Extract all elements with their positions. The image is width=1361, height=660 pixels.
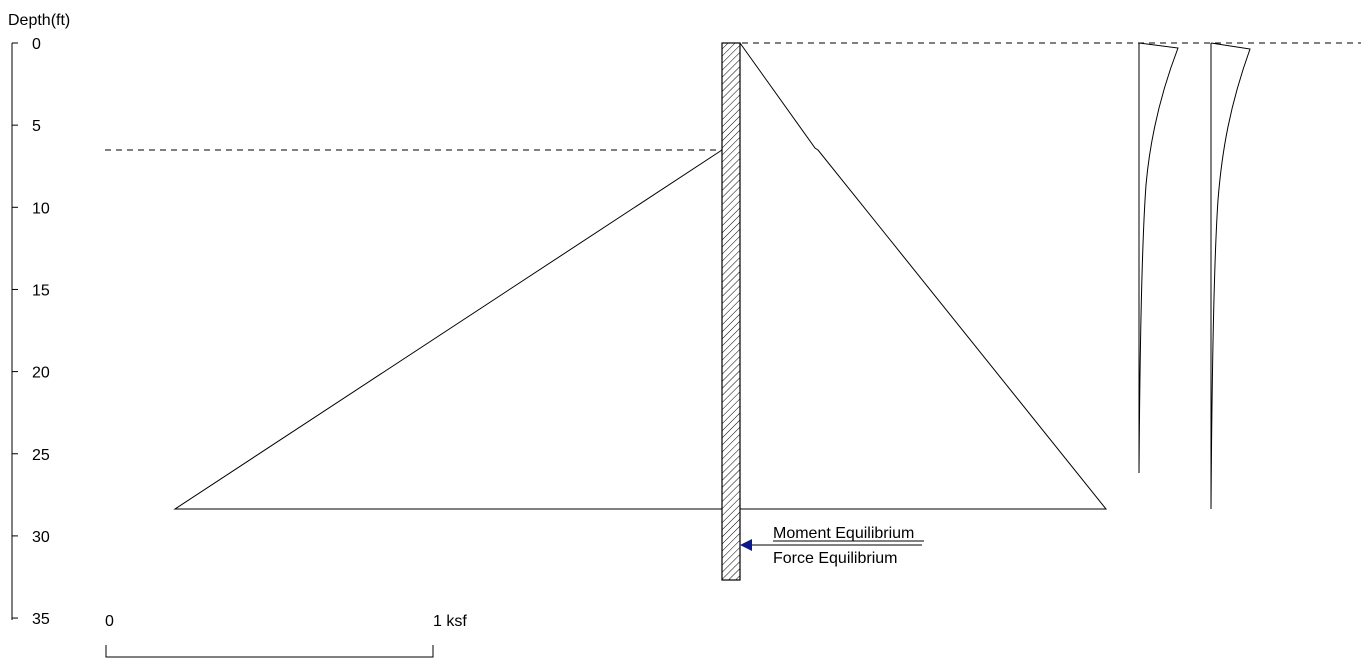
depth-tick-label: 30 (32, 529, 50, 546)
depth-axis-title: Depth(ft) (8, 12, 70, 29)
left-pressure-diagram (173, 149, 723, 510)
profile-1-curve (1138, 42, 1179, 474)
scale-bar: 0 1 ksf (105, 613, 467, 658)
depth-tick-label: 35 (32, 611, 50, 628)
equilibrium-marker-icon (740, 539, 752, 551)
depth-axis-ticks: 0 5 10 15 20 25 30 35 (12, 36, 50, 628)
depth-tick-label: 0 (32, 36, 41, 53)
right-pressure-diagram (739, 42, 1108, 510)
scale-bar-start-label: 0 (105, 613, 114, 630)
depth-tick-label: 25 (32, 447, 50, 464)
profile-2 (1210, 42, 1251, 510)
equilibrium-legend: Moment Equilibrium Force Equilibrium (740, 525, 924, 567)
force-equilibrium-label: Force Equilibrium (773, 550, 897, 567)
depth-tick-label: 10 (32, 200, 50, 217)
moment-equilibrium-label: Moment Equilibrium (773, 525, 914, 542)
profile-1 (1138, 42, 1179, 474)
profile-2-curve (1210, 42, 1251, 510)
depth-tick-label: 5 (32, 118, 41, 135)
sheet-pile-wall (721, 42, 741, 581)
depth-tick-label: 15 (32, 282, 50, 299)
depth-axis: Depth(ft) 0 5 10 15 20 25 30 35 (8, 12, 70, 628)
depth-tick-label: 20 (32, 365, 50, 382)
scale-bar-end-label: 1 ksf (433, 613, 467, 630)
scale-bar-line (105, 645, 434, 658)
